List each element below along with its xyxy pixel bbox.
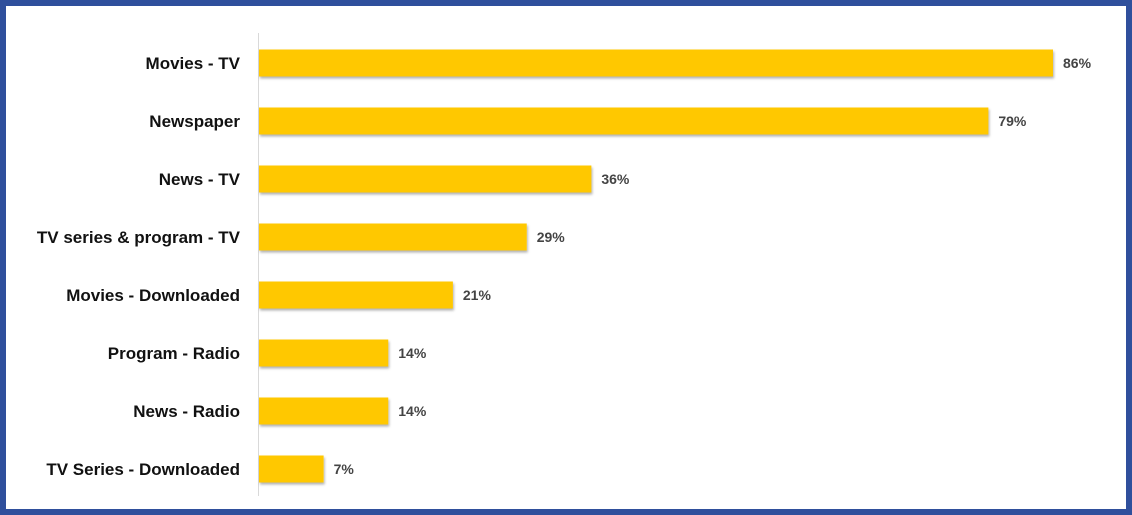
bar	[259, 281, 453, 309]
bar	[259, 107, 989, 135]
bar	[259, 165, 592, 193]
data-label: 7%	[334, 461, 355, 477]
bar	[259, 397, 389, 425]
category-label: Movies - TV	[146, 54, 241, 73]
bar	[259, 223, 527, 251]
bar	[259, 455, 324, 483]
data-label: 21%	[463, 287, 492, 303]
bar	[259, 49, 1053, 77]
category-label: News - TV	[159, 170, 241, 189]
data-label: 36%	[601, 171, 630, 187]
category-label: Program - Radio	[108, 344, 240, 363]
category-label: TV series & program - TV	[37, 228, 241, 247]
category-label: News - Radio	[133, 402, 240, 421]
data-label: 79%	[998, 113, 1027, 129]
category-label: TV Series - Downloaded	[46, 460, 240, 479]
category-label: Newspaper	[149, 112, 240, 131]
data-label: 86%	[1063, 55, 1092, 71]
category-label: Movies - Downloaded	[66, 286, 240, 305]
bar	[259, 339, 389, 367]
data-label: 14%	[398, 403, 427, 419]
data-label: 29%	[537, 229, 566, 245]
data-label: 14%	[398, 345, 427, 361]
